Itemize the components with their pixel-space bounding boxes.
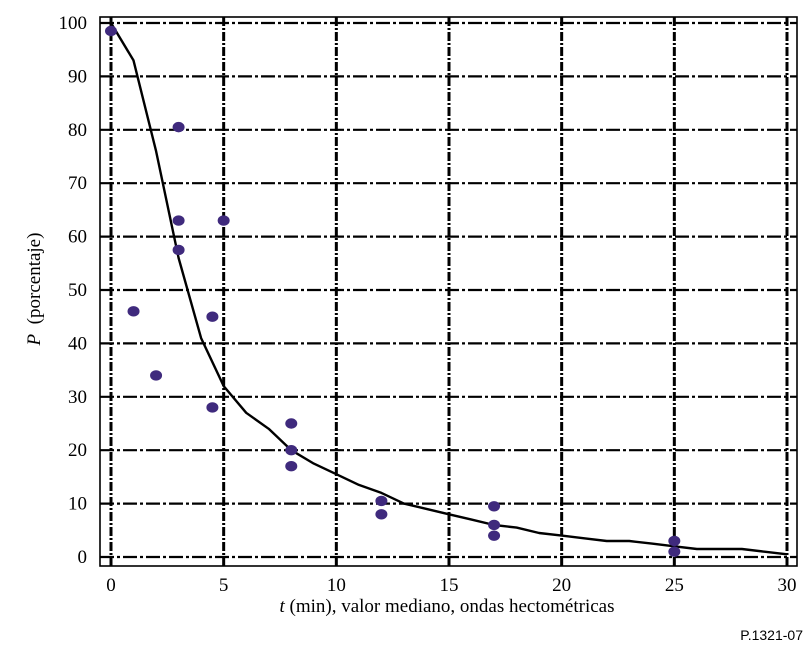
y-tick-label: 70 [68, 173, 87, 194]
y-tick-label: 40 [68, 333, 87, 354]
data-point [375, 496, 387, 506]
data-point [285, 461, 297, 471]
y-axis-title: P (porcentaje) [24, 233, 45, 347]
data-point [206, 312, 218, 322]
data-point [150, 370, 162, 380]
x-tick-label: 30 [778, 575, 797, 596]
data-point [488, 501, 500, 511]
x-tick-label: 20 [552, 575, 571, 596]
data-point [173, 245, 185, 255]
y-tick-labels: 0 10 20 30 40 50 60 70 80 90 100 [59, 13, 88, 568]
data-point [285, 418, 297, 428]
figure-code: P.1321-07 [740, 627, 803, 643]
data-points [105, 26, 680, 557]
x-tick-label: 10 [327, 575, 346, 596]
y-tick-label: 60 [68, 227, 87, 248]
x-tick-labels: 0 5 10 15 20 25 30 [106, 575, 796, 596]
x-tick-label: 5 [219, 575, 229, 596]
y-tick-label: 50 [68, 280, 87, 301]
y-tick-label: 0 [78, 547, 88, 568]
data-point [173, 215, 185, 225]
x-tick-label: 25 [665, 575, 684, 596]
x-tick-label: 0 [106, 575, 116, 596]
x-tick-label: 15 [440, 575, 459, 596]
data-point [128, 306, 140, 316]
y-tick-label: 10 [68, 494, 87, 515]
data-point [173, 122, 185, 132]
data-point [488, 520, 500, 530]
grid [100, 17, 797, 566]
data-point [668, 536, 680, 546]
data-point [668, 546, 680, 556]
y-tick-label: 100 [59, 13, 88, 34]
data-point [105, 26, 117, 36]
data-point [206, 402, 218, 412]
x-axis-title: t (min), valor mediano, ondas hectométri… [279, 596, 614, 617]
data-point [218, 215, 230, 225]
data-point [488, 530, 500, 540]
data-point [375, 509, 387, 519]
y-tick-label: 20 [68, 440, 87, 461]
y-tick-label: 90 [68, 66, 87, 87]
y-tick-label: 80 [68, 120, 87, 141]
y-tick-label: 30 [68, 387, 87, 408]
data-point [285, 445, 297, 455]
